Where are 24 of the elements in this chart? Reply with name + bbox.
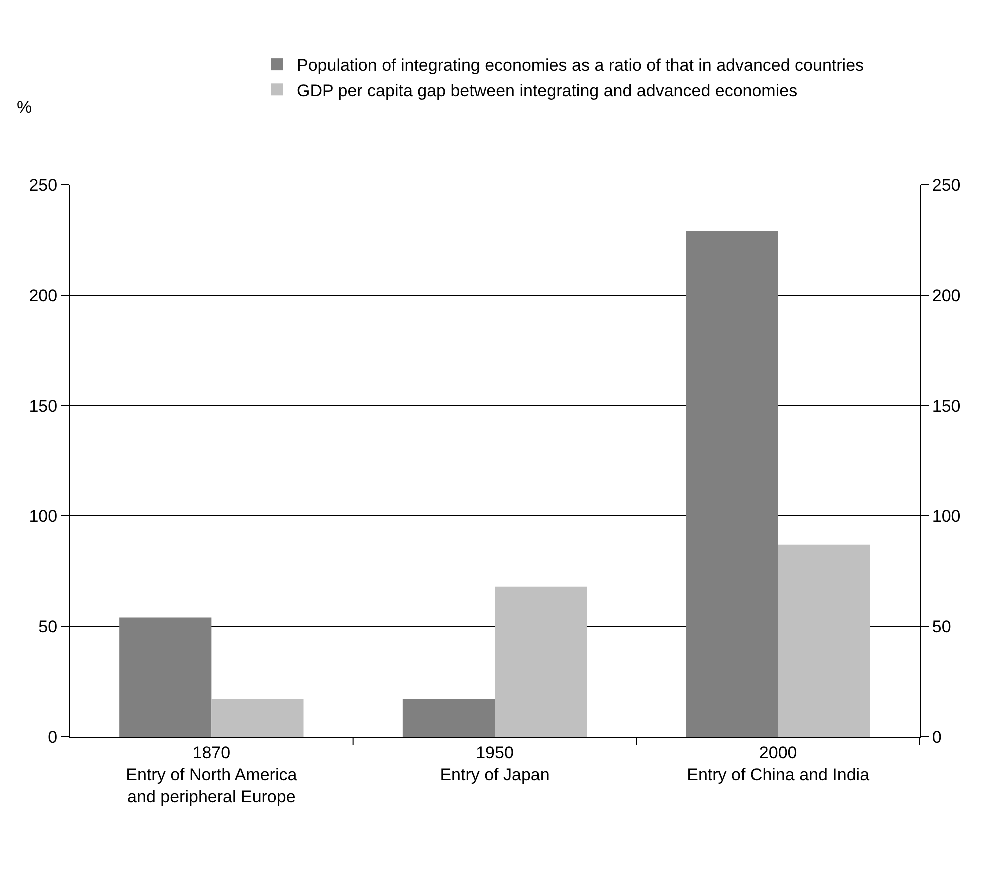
y-tick-label: 100 [29, 507, 58, 526]
y-tick-label: 50 [38, 618, 58, 637]
bar [495, 586, 588, 737]
y-tick-label: 150 [29, 396, 58, 416]
x-tick-label: 2000 Entry of China and India [687, 743, 870, 784]
y2-tick-label: 0 [932, 728, 942, 747]
bar [120, 618, 212, 737]
y-axis-title: % [17, 98, 32, 117]
bar [212, 699, 304, 737]
x-tick-label: 1870 Entry of North America and peripheral Europe [126, 743, 298, 807]
legend-label: GDP per capita gap between integrating and advanced economies [297, 81, 798, 100]
bar [686, 231, 778, 737]
y2-tick-label: 200 [932, 286, 961, 306]
legend-label: Population of integrating economies as a ratio of that in advanced countries [297, 56, 864, 76]
y2-tick-label: 100 [932, 507, 961, 526]
y-tick-label: 200 [29, 286, 58, 306]
bar [402, 699, 495, 737]
y-tick-label: 250 [29, 176, 58, 195]
y2-tick-label: 250 [932, 176, 961, 195]
y-tick-label: 0 [48, 728, 58, 747]
x-tick-label: 1950 Entry of Japan [440, 743, 550, 784]
y2-tick-label: 50 [932, 618, 952, 637]
bar [778, 544, 870, 737]
y2-tick-label: 150 [932, 396, 961, 416]
